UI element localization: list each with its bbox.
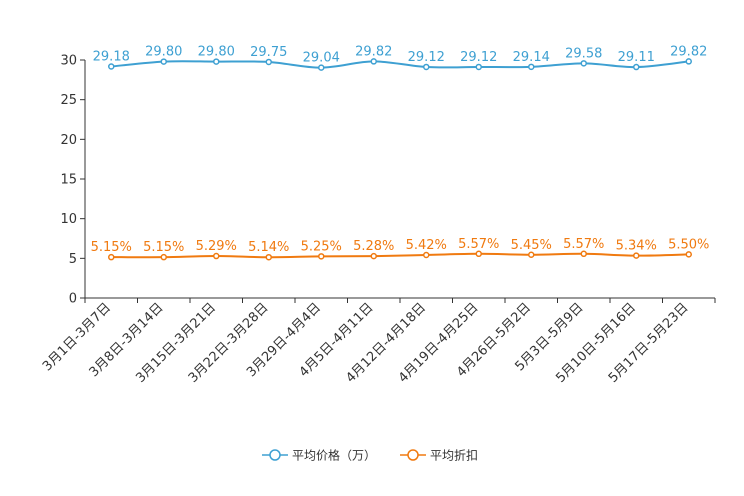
data-point[interactable] <box>265 58 272 66</box>
data-label: 29.58 <box>565 46 602 61</box>
data-label: 29.82 <box>670 44 707 59</box>
y-tick-label: 10 <box>60 212 77 227</box>
series-line <box>111 60 689 69</box>
data-label: 5.42% <box>406 238 447 253</box>
y-tick-label: 25 <box>60 93 77 108</box>
data-label: 5.25% <box>301 239 342 254</box>
data-point[interactable] <box>475 63 482 71</box>
data-point[interactable] <box>423 63 430 71</box>
data-point[interactable] <box>160 58 167 65</box>
data-label: 29.12 <box>460 50 497 65</box>
series-2: 5.15% 5.15% 5.29% 5.14% 5.25% 5.28% 5.42% 5.57%… <box>91 237 709 261</box>
data-point[interactable] <box>318 253 325 260</box>
legend-item-2[interactable]: 平均折扣 <box>400 448 478 463</box>
data-label: 5.14% <box>248 240 289 255</box>
data-point[interactable] <box>160 253 167 261</box>
data-point[interactable] <box>528 251 535 259</box>
y-tick-label: 0 <box>69 292 77 307</box>
data-label: 29.82 <box>355 44 392 59</box>
series-layer: 29.18 29.80 29.80 29.75 29.04 29.82 29.12 29.12… <box>91 44 709 261</box>
legend-item-1[interactable]: 平均价格（万） <box>262 448 376 463</box>
data-label: 29.12 <box>408 50 445 65</box>
series-1: 29.18 29.80 29.80 29.75 29.04 29.82 29.12 29.12… <box>93 44 707 71</box>
data-label: 29.04 <box>303 51 340 66</box>
data-point[interactable] <box>528 63 535 71</box>
legend-label: 平均价格（万） <box>292 448 376 463</box>
data-label: 29.14 <box>513 50 550 65</box>
data-point[interactable] <box>108 253 115 261</box>
legend-marker <box>407 449 419 461</box>
data-label: 29.80 <box>145 45 182 60</box>
data-point[interactable] <box>370 252 377 260</box>
data-point[interactable] <box>685 58 692 65</box>
data-label: 5.15% <box>143 240 184 255</box>
data-label: 5.57% <box>458 237 499 252</box>
data-point[interactable] <box>633 63 640 71</box>
y-tick-label: 20 <box>60 133 77 148</box>
axes: 0510152025303月1日-3月7日3月8日-3月14日3月15日-3月2… <box>40 54 716 386</box>
data-label: 5.57% <box>563 237 604 252</box>
data-label: 5.50% <box>668 237 709 252</box>
data-point[interactable] <box>685 251 692 258</box>
y-tick-label: 30 <box>60 54 77 69</box>
legend-label: 平均折扣 <box>430 448 478 463</box>
data-point[interactable] <box>213 58 220 65</box>
data-label: 5.28% <box>353 239 394 254</box>
data-label: 29.75 <box>250 45 287 60</box>
data-label: 29.18 <box>93 50 130 65</box>
data-label: 5.29% <box>196 239 237 254</box>
data-label: 29.80 <box>198 45 235 60</box>
data-point[interactable] <box>580 60 587 67</box>
data-label: 5.45% <box>511 238 552 253</box>
y-tick-label: 15 <box>60 173 77 188</box>
data-label: 5.15% <box>91 240 132 255</box>
data-point[interactable] <box>265 253 272 261</box>
data-point[interactable] <box>475 250 482 258</box>
data-point[interactable] <box>423 251 430 259</box>
data-point[interactable] <box>318 64 325 71</box>
data-point[interactable] <box>633 252 640 259</box>
legend[interactable]: 平均价格（万） 平均折扣 <box>262 448 478 463</box>
data-point[interactable] <box>108 63 115 70</box>
data-point[interactable] <box>580 250 587 258</box>
data-point[interactable] <box>213 252 220 260</box>
data-point[interactable] <box>370 58 377 65</box>
data-label: 5.34% <box>616 239 657 254</box>
y-tick-label: 5 <box>69 252 77 267</box>
data-label: 29.11 <box>618 50 655 65</box>
legend-marker <box>269 449 281 461</box>
series-line <box>111 252 689 259</box>
